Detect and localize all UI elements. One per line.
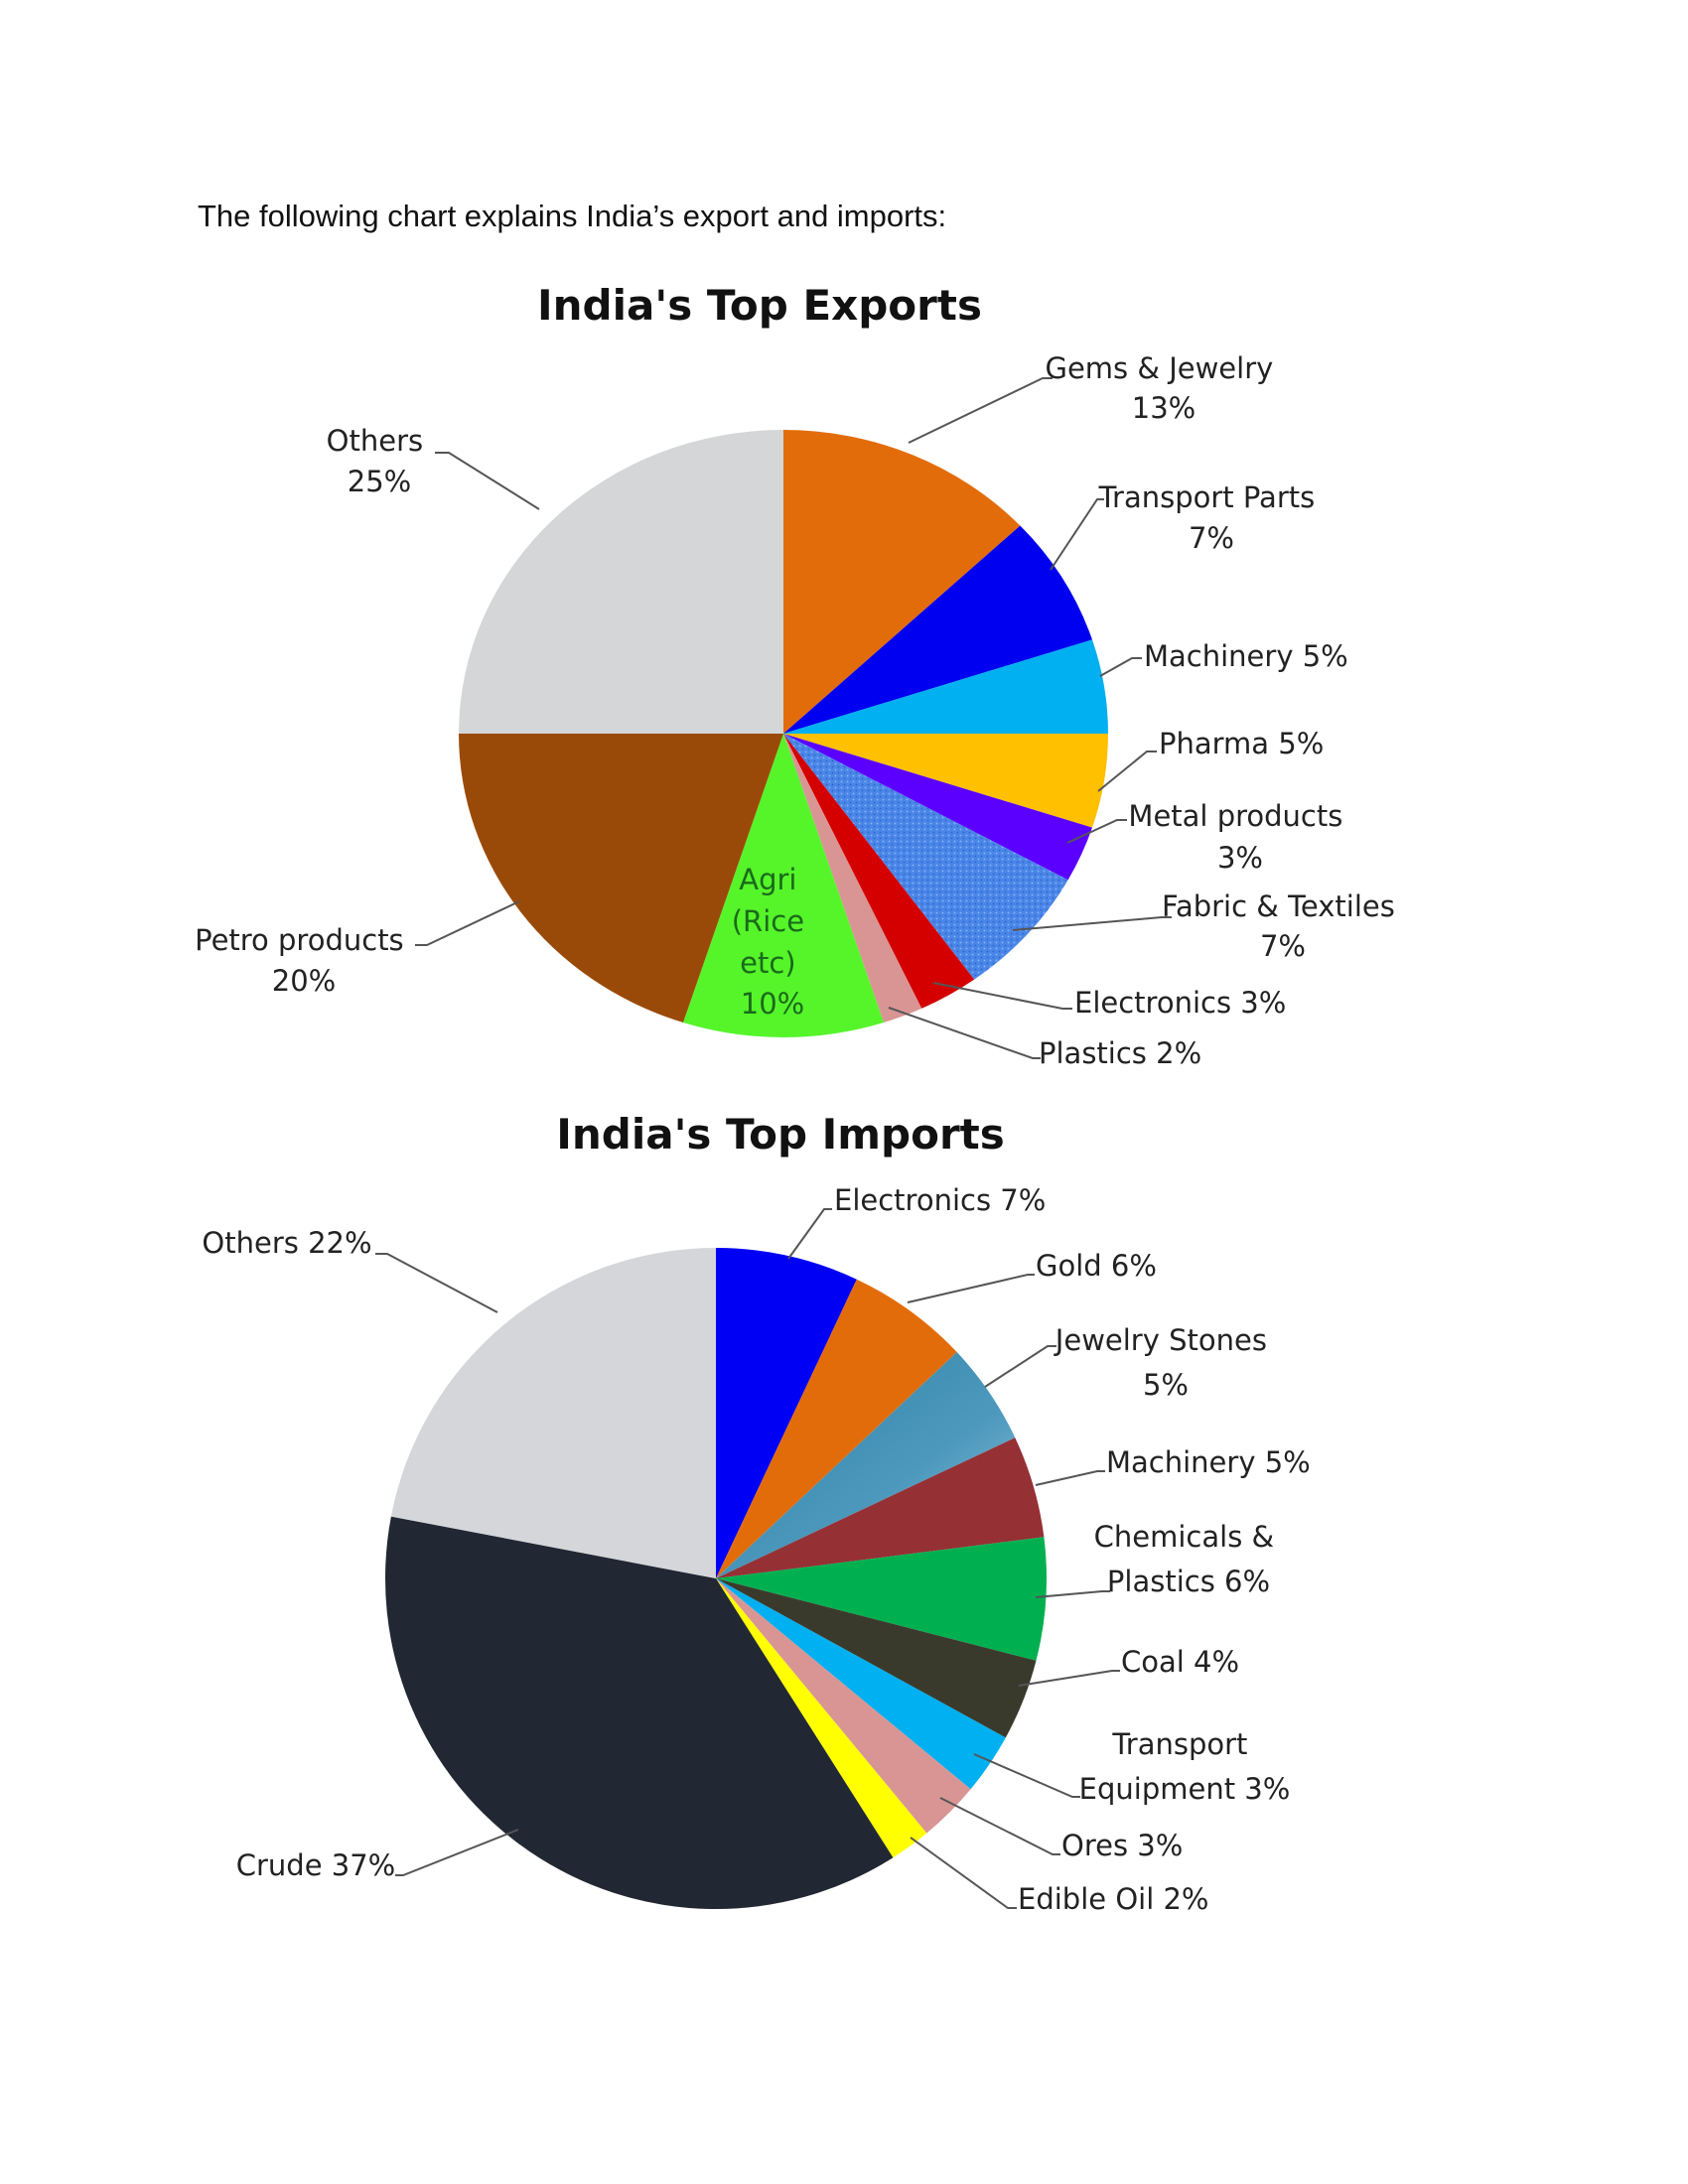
label-fabric-textiles: Fabric & Textiles 7% (1162, 889, 1404, 963)
leader-line (1012, 916, 1172, 931)
leader-line (939, 1797, 1060, 1855)
label-transport-equipment: Transport Equipment 3% (1079, 1727, 1291, 1806)
leader-line (908, 377, 1053, 444)
label-jewelry-stones: Jewelry Stones 5% (1054, 1323, 1276, 1402)
pie-slice-edible-oil (716, 1578, 927, 1858)
leader-line (910, 1837, 1017, 1909)
pie-slice-others (390, 1248, 716, 1578)
leader-line (907, 1274, 1035, 1303)
pie-slice-ores (716, 1578, 971, 1834)
exports-title: India's Top Exports (537, 281, 982, 330)
leader-line (973, 1753, 1080, 1798)
leader-line (435, 452, 540, 510)
label-crude: Crude 37% (236, 1848, 395, 1882)
leader-line (1035, 1590, 1110, 1598)
pie-slice-others (459, 430, 783, 734)
pie-slice-electronics (783, 734, 975, 1009)
pie-slice-gems-jewelry (783, 430, 1021, 734)
label-pharma: Pharma 5% (1159, 727, 1324, 760)
label-edible-oil: Edible Oil 2% (1018, 1882, 1208, 1916)
label-others: Others 25% (327, 424, 433, 498)
pie-slice-gold (716, 1279, 957, 1578)
label-petro-products: Petro products 20% (195, 923, 413, 998)
leader-line (984, 1345, 1056, 1388)
pie-slice-transport-equipment (716, 1578, 1006, 1790)
label-ores: Ores 3% (1061, 1829, 1183, 1862)
pie-slice-chemicals-plastics (716, 1537, 1048, 1661)
label-gems-jewelry: Gems & Jewelry 13% (1045, 351, 1282, 425)
label-transport-parts: Transport Parts 7% (1098, 480, 1325, 555)
imports-slices (384, 1248, 1048, 1910)
label-others: Others 22% (202, 1226, 371, 1260)
label-machinery: Machinery 5% (1106, 1445, 1311, 1479)
pie-slice-machinery (716, 1437, 1045, 1578)
imports-pie-chart: India's Top Imports Electronics 7% Gold … (202, 1110, 1310, 1916)
pie-slice-jewelry-stones (716, 1352, 1016, 1578)
pie-slice-fabric-textiles (783, 734, 1068, 980)
label-electronics: Electronics 7% (834, 1183, 1046, 1217)
leader-line (932, 982, 1072, 1010)
intro-text: The following chart explains India’s exp… (198, 199, 947, 233)
pie-slice-crude (384, 1516, 894, 1910)
label-machinery: Machinery 5% (1144, 639, 1348, 673)
leader-line (1035, 1470, 1105, 1486)
pie-slice-petro-products (459, 734, 783, 1023)
pie-slice-metal-products (783, 734, 1092, 881)
pie-slice-coal (716, 1578, 1037, 1738)
imports-title: India's Top Imports (556, 1110, 1005, 1159)
leader-line (888, 1007, 1041, 1059)
leader-line (395, 1829, 519, 1876)
label-chemicals-plastics: Chemicals & Plastics 6% (1094, 1520, 1284, 1598)
pie-slice-electronics (716, 1248, 857, 1578)
pie-slice-machinery (783, 639, 1108, 734)
label-electronics: Electronics 3% (1074, 986, 1286, 1020)
pie-slice-pharma (783, 734, 1108, 828)
exports-pie-chart: India's Top Exports Gems & Jewelry 13% T… (195, 281, 1404, 1070)
label-coal: Coal 4% (1121, 1645, 1239, 1679)
label-agri: Agri (Rice etc) 10% (732, 863, 814, 1021)
label-metal-products: Metal products 3% (1128, 799, 1351, 875)
leader-line (787, 1208, 832, 1260)
leader-line (1099, 657, 1142, 677)
label-plastics: Plastics 2% (1039, 1036, 1201, 1070)
leader-line (1050, 498, 1104, 571)
label-gold: Gold 6% (1036, 1249, 1157, 1283)
pie-slice-agri-rice-etc (683, 734, 884, 1037)
leader-line (375, 1253, 498, 1313)
exports-slices (459, 430, 1108, 1037)
leader-line (1066, 819, 1127, 844)
leader-line (415, 900, 520, 946)
pie-slice-transport-parts (783, 525, 1092, 734)
pie-slice-plastics (783, 734, 922, 1023)
leader-line (1097, 751, 1157, 792)
leader-line (1018, 1670, 1120, 1687)
